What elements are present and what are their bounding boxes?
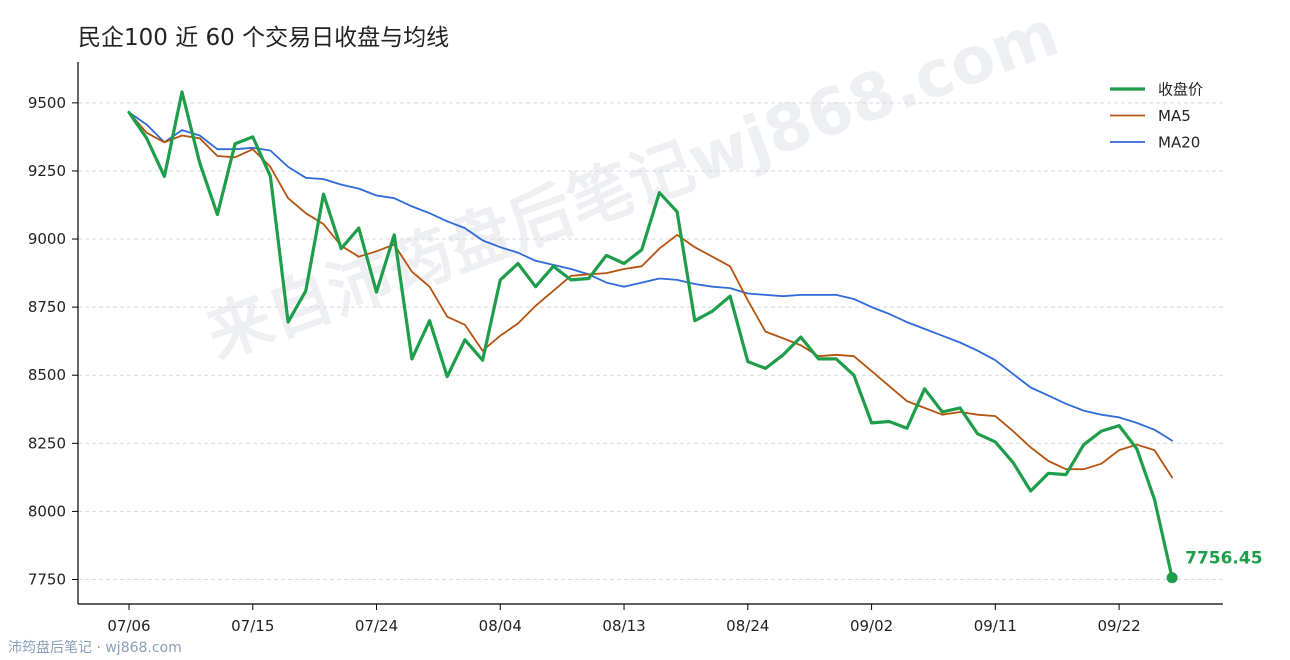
y-tick-label: 8000 (28, 502, 66, 520)
legend: 收盘价 MA5 MA20 (1110, 81, 1203, 152)
y-tick-label: 9250 (28, 162, 66, 180)
y-tick-label: 8500 (28, 366, 66, 384)
watermark-text: 来自沛筠盘后笔记wj868.com (198, 0, 1069, 374)
x-tick-label: 09/11 (974, 617, 1017, 635)
legend-label-ma5: MA5 (1158, 107, 1191, 125)
x-tick-label: 08/24 (726, 617, 769, 635)
y-tick-label: 9000 (28, 230, 66, 248)
x-tick-label: 07/06 (107, 617, 150, 635)
last-value-label: 7756.45 (1185, 549, 1262, 569)
x-axis-ticks: 07/06 07/15 07/24 08/04 08/13 08/24 09/02 09/11… (107, 604, 1141, 635)
x-tick-label: 08/04 (479, 617, 522, 635)
series-line-close (127, 90, 1174, 580)
series-lines (127, 90, 1174, 580)
x-tick-label: 07/24 (355, 617, 398, 635)
x-tick-label: 07/15 (231, 617, 274, 635)
last-point-marker (1166, 572, 1178, 584)
y-tick-label: 9500 (28, 94, 66, 112)
footer-credit: 沛筠盘后笔记 · wj868.com (8, 640, 182, 656)
y-tick-label: 7750 (28, 570, 66, 588)
legend-label-ma20: MA20 (1158, 134, 1200, 152)
series-line-ma5 (128, 111, 1173, 479)
x-tick-label: 09/02 (850, 617, 893, 635)
series-line-ma20 (128, 111, 1173, 442)
y-tick-label: 8250 (28, 434, 66, 452)
x-tick-label: 08/13 (602, 617, 645, 635)
y-axis-ticks: 7750 8000 8250 8500 8750 9000 9250 9500 (28, 94, 78, 588)
y-tick-label: 8750 (28, 298, 66, 316)
x-tick-label: 09/22 (1097, 617, 1140, 635)
last-value-annotation: 7756.45 (1166, 549, 1263, 584)
axes (77, 62, 1223, 605)
legend-label-close: 收盘价 (1158, 81, 1203, 99)
gridlines (78, 102, 1223, 580)
chart-title: 民企100 近 60 个交易日收盘与均线 (78, 25, 450, 51)
